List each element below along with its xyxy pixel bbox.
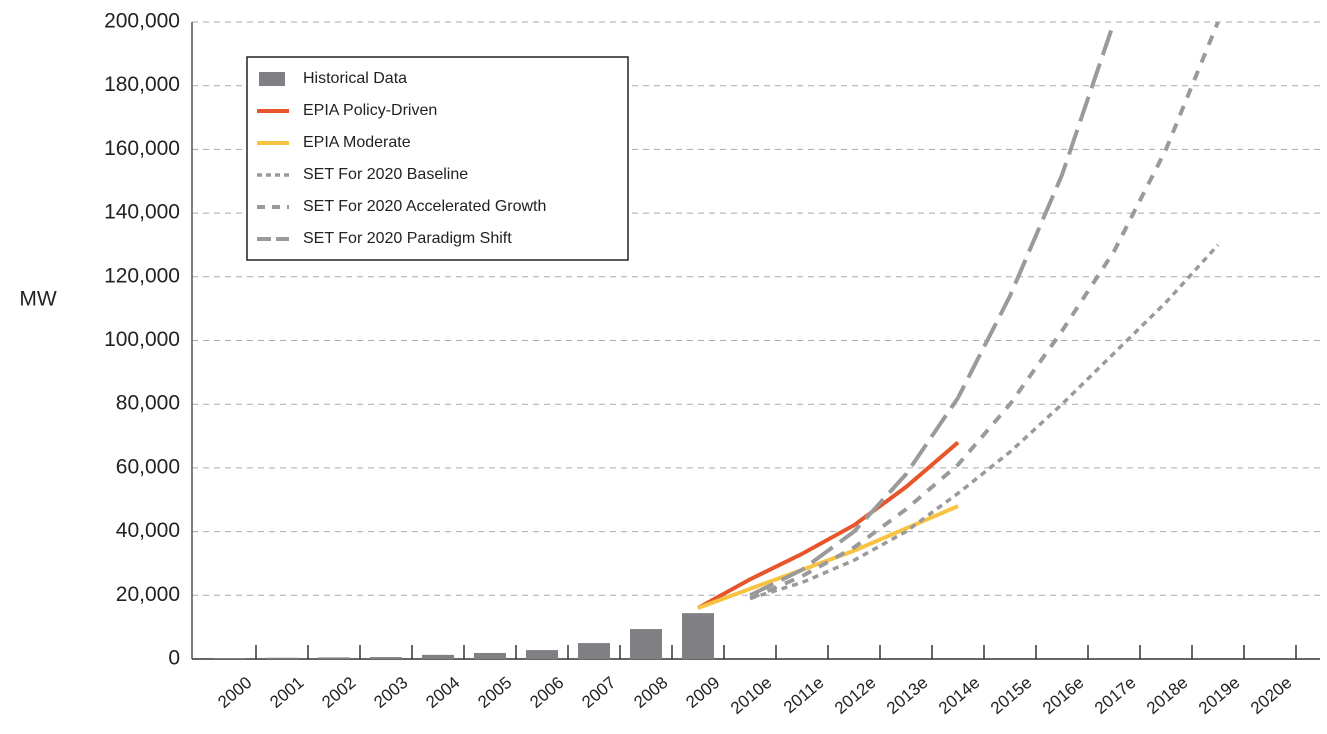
x-tick-label: 2002 bbox=[318, 673, 359, 712]
y-tick-label: 0 bbox=[168, 647, 180, 670]
legend-label: EPIA Moderate bbox=[303, 134, 411, 151]
bar bbox=[630, 629, 662, 659]
legend-label: Historical Data bbox=[303, 70, 407, 87]
x-tick-label: 2011e bbox=[780, 673, 827, 717]
x-tick-label: 2020e bbox=[1247, 673, 1295, 718]
series-line bbox=[749, 243, 1220, 601]
x-tick-label: 2005 bbox=[474, 673, 515, 712]
legend-swatch bbox=[259, 72, 285, 86]
x-tick-label: 2001 bbox=[266, 673, 307, 712]
legend-label: SET For 2020 Accelerated Growth bbox=[303, 198, 546, 215]
legend-box bbox=[246, 56, 629, 261]
x-tick-label: 2017e bbox=[1091, 673, 1139, 718]
x-tick-label: 2018e bbox=[1143, 673, 1191, 718]
x-tick-label: 2006 bbox=[526, 673, 567, 712]
x-tick-label: 2016e bbox=[1039, 673, 1087, 718]
x-tick-label: 2010e bbox=[727, 673, 775, 718]
x-tick-label: 2003 bbox=[370, 673, 411, 712]
bar bbox=[214, 658, 246, 659]
x-tick-label: 2013e bbox=[883, 673, 931, 718]
bar bbox=[682, 613, 714, 659]
y-tick-label: 60,000 bbox=[116, 455, 180, 478]
bar bbox=[318, 657, 350, 659]
y-tick-label: 40,000 bbox=[116, 519, 180, 542]
bar bbox=[474, 652, 506, 659]
x-tick-label: 2015e bbox=[987, 673, 1035, 718]
y-axis-label: MW bbox=[19, 288, 56, 311]
x-tick-label: 2019e bbox=[1195, 673, 1243, 718]
y-tick-label: 120,000 bbox=[104, 264, 180, 287]
series-line bbox=[749, 21, 1220, 601]
bar bbox=[422, 654, 454, 659]
x-tick-label: 2007 bbox=[578, 673, 619, 712]
y-tick-label: 140,000 bbox=[104, 201, 180, 224]
x-tick-label: 2008 bbox=[630, 673, 671, 712]
bar bbox=[266, 657, 298, 659]
legend-label: SET For 2020 Paradigm Shift bbox=[303, 230, 512, 247]
y-tick-label: 180,000 bbox=[104, 73, 180, 96]
bar bbox=[370, 657, 402, 659]
x-tick-label: 2009 bbox=[682, 673, 723, 712]
legend: Historical Data EPIA Policy-Driven EPIA Mo… bbox=[246, 56, 629, 261]
series-line bbox=[697, 504, 959, 610]
legend-label: SET For 2020 Baseline bbox=[303, 166, 468, 183]
y-tick-label: 20,000 bbox=[116, 583, 180, 606]
x-tick-label: 2014e bbox=[935, 673, 983, 718]
series-line bbox=[697, 440, 960, 610]
x-tick-label: 2000 bbox=[214, 673, 255, 712]
bar bbox=[526, 650, 558, 659]
bar bbox=[578, 643, 610, 659]
y-tick-label: 160,000 bbox=[104, 137, 180, 160]
x-tick-label: 2012e bbox=[831, 673, 879, 718]
x-tick-label: 2004 bbox=[422, 673, 463, 712]
series-line bbox=[749, 21, 1116, 598]
legend-label: EPIA Policy-Driven bbox=[303, 102, 437, 119]
y-tick-label: 100,000 bbox=[104, 328, 180, 351]
y-tick-label: 200,000 bbox=[104, 10, 180, 33]
y-tick-label: 80,000 bbox=[116, 392, 180, 415]
